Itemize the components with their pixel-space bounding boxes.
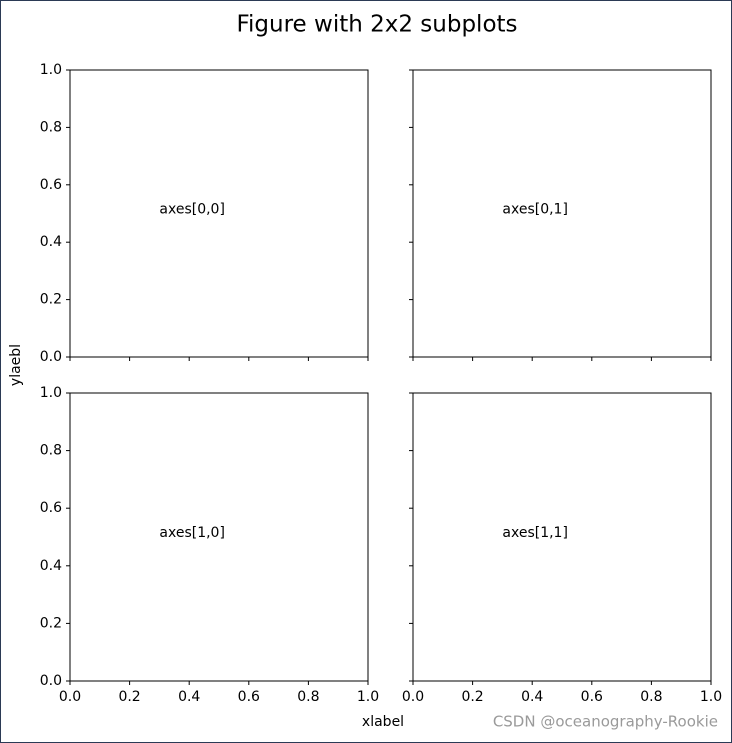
figure-title: Figure with 2x2 subplots: [236, 12, 517, 38]
y-axis-label: ylaebl: [8, 344, 24, 386]
x-tick-label: 0.8: [297, 689, 319, 705]
y-tick-label: 1.0: [40, 62, 62, 78]
x-tick-label: 1.0: [700, 689, 722, 705]
y-tick-label: 1.0: [40, 385, 62, 401]
x-axis-label: xlabel: [362, 714, 404, 730]
watermark: CSDN @oceanography-Rookie: [493, 713, 718, 731]
x-tick-label: 0.6: [581, 689, 603, 705]
x-tick-label: 0.0: [59, 689, 81, 705]
y-tick-label: 0.0: [40, 349, 62, 365]
y-tick-label: 0.6: [40, 177, 62, 193]
y-tick-label: 0.4: [40, 558, 62, 574]
y-tick-label: 0.6: [40, 500, 62, 516]
x-tick-label: 0.0: [402, 689, 424, 705]
annotation: axes[0,0]: [159, 202, 225, 218]
x-tick-label: 0.6: [238, 689, 260, 705]
annotation: axes[1,0]: [159, 525, 225, 541]
annotation: axes[1,1]: [502, 525, 568, 541]
y-tick-label: 0.2: [40, 292, 62, 308]
x-tick-label: 1.0: [357, 689, 379, 705]
y-tick-label: 0.4: [40, 234, 62, 250]
x-tick-label: 0.2: [118, 689, 140, 705]
x-tick-label: 0.2: [461, 689, 483, 705]
axes-frame: [412, 392, 712, 682]
x-tick-label: 0.4: [178, 689, 200, 705]
x-tick-label: 0.4: [521, 689, 543, 705]
y-tick-label: 0.8: [40, 443, 62, 459]
annotation: axes[0,1]: [502, 202, 568, 218]
axes-frame: [69, 69, 369, 358]
y-tick-label: 0.2: [40, 615, 62, 631]
x-tick-label: 0.8: [640, 689, 662, 705]
axes-frame: [412, 69, 712, 358]
y-tick-label: 0.0: [40, 673, 62, 689]
axes-frame: [69, 392, 369, 682]
y-tick-label: 0.8: [40, 119, 62, 135]
